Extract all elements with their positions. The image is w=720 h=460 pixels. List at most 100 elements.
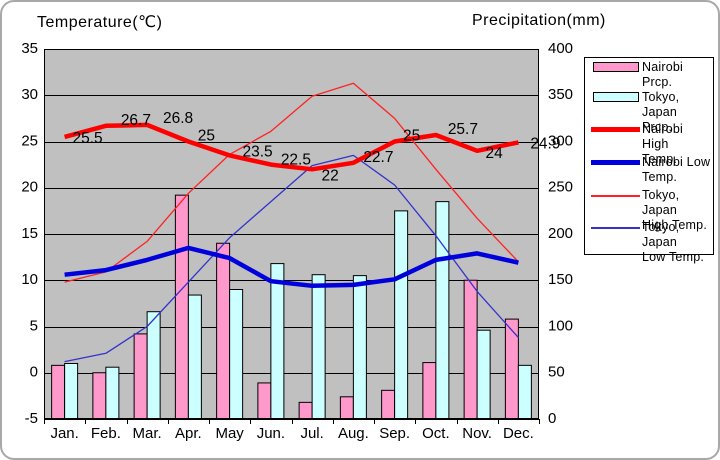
bar	[187, 294, 202, 420]
bar	[352, 275, 367, 420]
data-labels: 25.5 26.7 26.8 25 23.5 22.5 22 22.7 25 25.7 24 24.9	[73, 110, 561, 184]
data-label: 26.8	[163, 110, 193, 127]
left-tick-label: 10	[21, 271, 38, 288]
left-tick-label: 5	[30, 317, 38, 334]
right-tick-label: 0	[548, 410, 556, 427]
x-axis-ticks	[44, 419, 540, 424]
left-axis-labels: 35 30 25 20 15 10 5 0 -5	[21, 40, 38, 427]
legend-item-tokyo-high-temp: Tokyo, Japan High Temp.	[585, 188, 713, 233]
data-label: 25	[198, 128, 215, 145]
left-axis-title: Temperature(℃)	[37, 14, 163, 31]
line-nairobi-high-temp	[64, 122, 519, 172]
left-tick-label: 20	[21, 179, 38, 196]
bar	[339, 396, 354, 420]
legend-swatch-tokyo-low-temp	[591, 226, 640, 229]
bar	[51, 364, 66, 420]
bar	[476, 329, 491, 420]
legend-item-nairobi-prcp: Nairobi Prcp.	[585, 60, 713, 90]
right-tick-label: 100	[548, 317, 573, 334]
right-axis-labels: 400 350 300 250 200 150 100 50 0	[548, 40, 573, 427]
right-tick-label: 50	[548, 364, 565, 381]
bar	[463, 279, 478, 420]
left-tick-label: 25	[21, 132, 38, 149]
data-label: 25.5	[73, 130, 103, 147]
data-label: 22.7	[363, 149, 393, 166]
bar	[381, 389, 396, 420]
bar	[229, 289, 244, 420]
bar	[504, 318, 519, 420]
legend-swatch-tokyo-high-temp	[591, 194, 640, 197]
legend-item-nairobi-high-temp: Nairobi High Temp.	[585, 122, 713, 167]
line-nairobi-low-temp	[64, 245, 519, 289]
month-label: May	[215, 425, 244, 442]
bar	[270, 263, 285, 420]
legend-item-tokyo-low-temp: Tokyo, Japan Low Temp.	[585, 220, 713, 265]
legend-item-nairobi-low-temp: Nairobi Low Temp.	[585, 155, 713, 185]
line-tokyo-japan-low-temp	[64, 154, 519, 363]
data-label: 23.5	[243, 143, 273, 160]
data-label: 22	[321, 167, 338, 184]
left-tick-label: 15	[21, 225, 38, 242]
month-labels: Jan. Feb. Mar. Apr. May Jun. Jul. Aug. Sep. Oct. N…	[50, 425, 533, 442]
data-label: 25.7	[448, 121, 478, 138]
left-tick-label: -5	[25, 410, 38, 427]
month-label: Jan.	[50, 425, 78, 442]
line-tokyo-japan-high-temp	[64, 82, 519, 283]
bar	[64, 363, 79, 420]
bar	[174, 194, 189, 420]
month-label: Nov.	[462, 425, 492, 442]
legend-label-nairobi-prcp: Nairobi Prcp.	[642, 60, 683, 89]
right-tick-label: 150	[548, 271, 573, 288]
bar	[146, 311, 161, 420]
legend-label-tokyo-low-temp: Tokyo, Japan Low Temp.	[642, 220, 705, 264]
legend-item-tokyo-prcp: Tokyo, Japan Prcp.	[585, 90, 713, 135]
gridlines	[44, 49, 539, 420]
month-label: Mar.	[133, 425, 162, 442]
legend-swatch-tokyo-prcp	[593, 92, 639, 102]
bar	[435, 201, 450, 420]
month-label: Jul.	[300, 425, 323, 442]
right-axis-title: Precipitation(mm)	[472, 12, 606, 29]
left-tick-label: 0	[30, 364, 38, 381]
month-label: Feb.	[91, 425, 121, 442]
legend-label-nairobi-high-temp: Nairobi High Temp.	[642, 122, 683, 166]
month-label: Sep.	[379, 425, 410, 442]
bar	[216, 242, 231, 420]
data-label: 24.9	[530, 135, 560, 152]
bar	[311, 274, 326, 420]
plot-border	[44, 49, 539, 419]
right-tick-label: 250	[548, 179, 573, 196]
data-label: 26.7	[121, 112, 151, 129]
right-tick-label: 300	[548, 132, 573, 149]
left-tick-label: 35	[21, 40, 38, 57]
data-label: 25	[403, 128, 420, 145]
left-tick-label: 30	[21, 86, 38, 103]
month-label: Apr.	[175, 425, 202, 442]
legend-swatch-nairobi-high-temp	[591, 127, 640, 132]
month-label: Dec.	[503, 425, 534, 442]
month-label: Oct.	[422, 425, 450, 442]
bar	[394, 210, 409, 420]
month-label: Jun.	[257, 425, 285, 442]
data-label: 22.5	[281, 152, 311, 169]
month-label: Aug.	[338, 425, 369, 442]
bar	[422, 362, 437, 420]
right-tick-label: 400	[548, 40, 573, 57]
right-tick-label: 350	[548, 86, 573, 103]
bar	[298, 401, 313, 420]
data-label: 24	[485, 145, 503, 162]
legend-label-tokyo-prcp: Tokyo, Japan Prcp.	[642, 90, 680, 134]
bar	[517, 364, 532, 420]
legend-label-tokyo-high-temp: Tokyo, Japan High Temp.	[642, 188, 707, 232]
bar	[105, 366, 120, 420]
legend-swatch-nairobi-low-temp	[591, 160, 640, 165]
right-tick-label: 200	[548, 225, 573, 242]
legend-swatch-nairobi-prcp	[593, 62, 639, 72]
bar	[92, 372, 107, 420]
bar	[257, 382, 272, 420]
legend-label-nairobi-low-temp: Nairobi Low Temp.	[642, 155, 711, 184]
bar	[133, 333, 148, 420]
chart-legend: Nairobi Prcp. Tokyo, Japan Prcp. Nairobi Hi…	[584, 57, 714, 264]
